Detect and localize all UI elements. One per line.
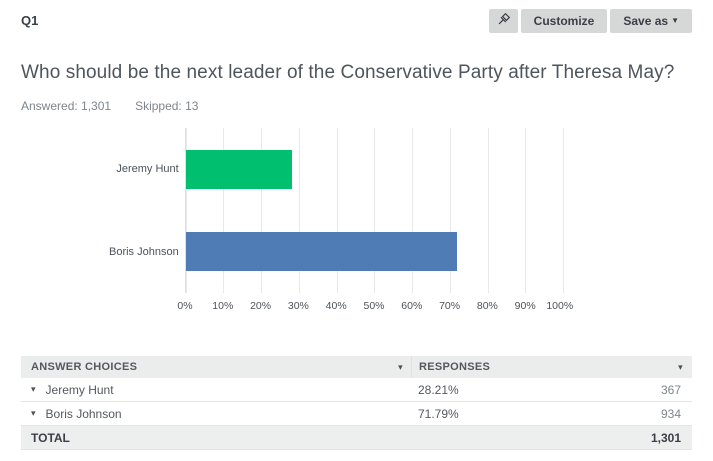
gridline (336, 128, 338, 293)
bar-slot (185, 128, 563, 211)
bar-boris-johnson[interactable] (185, 232, 457, 272)
gridline (185, 128, 187, 293)
bar-slot (185, 211, 563, 294)
row-expand-caret-icon[interactable]: ▾ (31, 408, 36, 418)
answer-choices-header: ANSWER CHOICES (31, 361, 138, 373)
x-tick-label: 60% (401, 300, 423, 312)
gridline (223, 128, 225, 293)
gridline (525, 128, 527, 293)
category-label: Jeremy Hunt (116, 163, 179, 176)
response-percent: 28.21% (418, 382, 459, 397)
gridline (449, 128, 451, 293)
save-as-label: Save as (623, 14, 669, 28)
x-tick-label: 40% (325, 300, 347, 312)
row-expand-caret-icon[interactable]: ▾ (31, 384, 36, 394)
x-tick-label: 20% (250, 300, 272, 312)
pushpin-icon (495, 12, 511, 31)
category-label: Boris Johnson (108, 245, 179, 258)
chart-axis: 0% 10% 20% 30% 40% 50% 60% 70% 80% 90% 100% (177, 300, 573, 314)
total-count: 1,301 (650, 430, 681, 445)
action-buttons: Customize Save as ▼ (488, 9, 692, 33)
x-tick-label: 10% (212, 300, 234, 312)
x-tick-label: 50% (363, 300, 385, 312)
customize-label: Customize (533, 14, 595, 28)
customize-button[interactable]: Customize (520, 9, 608, 33)
answer-choice-label: Jeremy Hunt (45, 382, 114, 397)
total-label: TOTAL (31, 430, 70, 445)
x-tick-label: 90% (514, 300, 536, 312)
gridline (261, 128, 263, 293)
chevron-down-icon: ▼ (671, 16, 679, 25)
table-row: ▾ Boris Johnson 71.79% 934 (21, 402, 692, 426)
results-bar-chart: Jeremy Hunt Boris Johnson 0% 10% 20% 30% 40%… (21, 128, 573, 314)
gridline (412, 128, 414, 293)
x-tick-label: 100% (546, 300, 574, 312)
gridline (563, 128, 564, 293)
sort-caret-icon[interactable]: ▾ (678, 361, 683, 372)
answer-choice-label: Boris Johnson (45, 406, 122, 421)
response-count: 367 (660, 382, 681, 397)
gridline (298, 128, 300, 293)
answered-count: Answered: 1,301 (21, 99, 112, 113)
results-table: ANSWER CHOICES ▾ RESPONSES ▾ ▾ Jeremy Hu… (21, 356, 692, 450)
chart-plot (184, 128, 564, 294)
x-tick-label: 30% (287, 300, 309, 312)
x-tick-label: 0% (177, 300, 193, 312)
responses-header: RESPONSES (419, 361, 491, 373)
gridline (487, 128, 489, 293)
category-labels: Jeremy Hunt Boris Johnson (21, 128, 185, 293)
response-percent: 71.79% (418, 406, 459, 421)
response-meta: Answered: 1,301 Skipped: 13 (21, 99, 198, 113)
table-header-row: ANSWER CHOICES ▾ RESPONSES ▾ (21, 356, 692, 378)
response-count: 934 (660, 406, 681, 421)
bar-jeremy-hunt[interactable] (185, 149, 293, 189)
question-title: Who should be the next leader of the Con… (21, 62, 675, 83)
save-as-button[interactable]: Save as ▼ (610, 9, 692, 33)
pin-button[interactable] (488, 9, 518, 33)
x-tick-label: 80% (476, 300, 498, 312)
table-total-row: TOTAL 1,301 (21, 426, 692, 450)
x-tick-label: 70% (439, 300, 461, 312)
question-number: Q1 (21, 13, 39, 28)
table-row: ▾ Jeremy Hunt 28.21% 367 (21, 378, 692, 402)
skipped-count: Skipped: 13 (135, 99, 199, 113)
gridline (374, 128, 376, 293)
bar-rows (185, 128, 563, 294)
sort-caret-icon[interactable]: ▾ (398, 361, 403, 372)
